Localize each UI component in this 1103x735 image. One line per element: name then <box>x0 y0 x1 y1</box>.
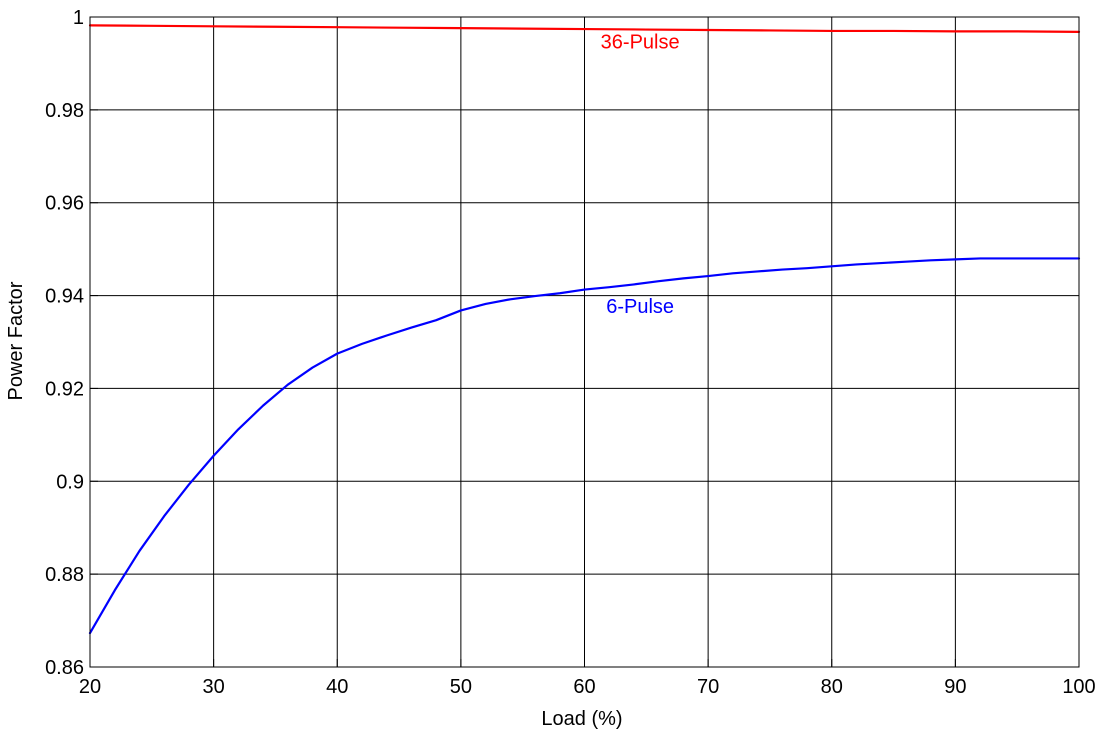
x-tick-label: 60 <box>573 676 595 698</box>
x-tick-label: 80 <box>821 676 843 698</box>
x-axis-label: Load (%) <box>541 708 622 730</box>
series-label-6-pulse: 6-Pulse <box>606 296 674 318</box>
x-tick-label: 70 <box>697 676 719 698</box>
y-tick-label: 0.98 <box>45 100 84 122</box>
x-tick-label: 50 <box>450 676 472 698</box>
x-tick-label: 20 <box>79 676 101 698</box>
x-tick-label: 30 <box>203 676 225 698</box>
y-tick-label: 0.96 <box>45 193 84 215</box>
y-tick-label: 0.92 <box>45 378 84 400</box>
y-axis-label: Power Factor <box>5 281 27 400</box>
series-line-36-pulse <box>88 24 1081 33</box>
series-label-36-pulse: 36-Pulse <box>601 32 680 54</box>
tick-labels: 20 30 40 50 60 70 80 90 100 0.86 0.88 0.9 0.92 0.94 0.… <box>45 7 1096 698</box>
y-tick-label: 0.88 <box>45 564 84 586</box>
y-tick-label: 0.86 <box>45 657 84 679</box>
series-lines <box>88 24 1081 635</box>
axis-ticks <box>89 16 1080 668</box>
y-tick-label: 1 <box>73 7 84 29</box>
series-labels: 36-Pulse 6-Pulse <box>601 32 680 318</box>
x-tick-label: 100 <box>1062 676 1095 698</box>
y-tick-label: 0.9 <box>56 471 84 493</box>
y-tick-label: 0.94 <box>45 286 84 308</box>
x-tick-label: 40 <box>326 676 348 698</box>
x-tick-label: 90 <box>944 676 966 698</box>
series-line-6-pulse <box>88 257 1081 635</box>
